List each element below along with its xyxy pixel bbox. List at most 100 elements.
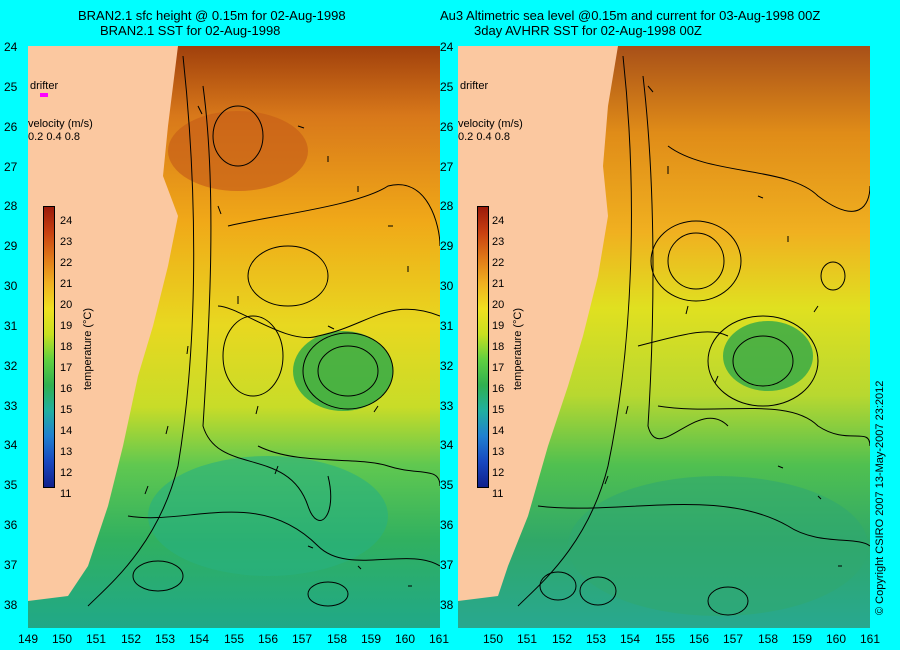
lon-label: 151 <box>516 632 538 646</box>
colorbar-tick: 13 <box>492 446 505 458</box>
land-australia <box>28 46 178 601</box>
temperature-colorbar <box>43 206 55 488</box>
velocity-legend-title: velocity (m/s) <box>28 118 93 130</box>
lon-label: 155 <box>223 632 245 646</box>
lat-label: 26 <box>4 120 18 134</box>
lat-label: 24 <box>440 40 454 54</box>
lon-label: 160 <box>394 632 416 646</box>
velocity-legend-values: 0.2 0.4 0.8 <box>28 131 80 143</box>
sea-level-contours <box>517 55 870 616</box>
colorbar-title: temperature (°C) <box>512 307 524 390</box>
cold-eddy <box>723 321 813 391</box>
lat-label: 38 <box>4 598 18 612</box>
lon-label: 158 <box>757 632 779 646</box>
lon-label: 158 <box>326 632 348 646</box>
right-map-panel <box>458 46 870 628</box>
lon-label: 153 <box>154 632 176 646</box>
left-title-line2: BRAN2.1 SST for 02-Aug-1998 <box>100 23 281 38</box>
lat-label: 26 <box>440 120 454 134</box>
colorbar-tick: 16 <box>492 383 505 395</box>
colorbar-tick: 21 <box>60 278 73 290</box>
colorbar-tick: 12 <box>492 467 505 479</box>
lat-label: 33 <box>4 399 18 413</box>
drifter-marker <box>40 93 48 97</box>
lat-label: 32 <box>4 359 18 373</box>
lat-label: 28 <box>4 199 18 213</box>
lat-label: 31 <box>440 319 454 333</box>
lon-label: 161 <box>428 632 450 646</box>
colorbar-tick: 15 <box>492 404 505 416</box>
lat-label: 35 <box>440 478 454 492</box>
land-australia <box>458 46 618 601</box>
lat-label: 37 <box>440 558 454 572</box>
lon-label: 153 <box>585 632 607 646</box>
colorbar-tick: 23 <box>60 236 73 248</box>
lat-label: 25 <box>440 80 454 94</box>
lat-label: 27 <box>440 160 454 174</box>
lon-label: 149 <box>17 632 39 646</box>
warm-eddy <box>168 111 308 191</box>
colorbar-title: temperature (°C) <box>82 307 94 390</box>
colorbar-tick: 13 <box>60 446 73 458</box>
left-map-svg <box>28 46 440 628</box>
lat-label: 34 <box>4 438 18 452</box>
colorbar-tick: 22 <box>492 257 505 269</box>
copyright-notice: © Copyright CSIRO 2007 13-May-2007 23:20… <box>874 380 886 615</box>
lat-label: 38 <box>440 598 454 612</box>
colorbar-tick: 20 <box>60 299 73 311</box>
lon-label: 152 <box>120 632 142 646</box>
lon-label: 159 <box>360 632 382 646</box>
colorbar-tick: 19 <box>492 320 505 332</box>
lon-label: 150 <box>482 632 504 646</box>
sea-level-contours <box>87 55 440 607</box>
lat-label: 34 <box>440 438 454 452</box>
lon-label: 151 <box>85 632 107 646</box>
lat-label: 28 <box>440 199 454 213</box>
lon-label: 156 <box>688 632 710 646</box>
lon-label: 154 <box>619 632 641 646</box>
colorbar-tick: 11 <box>492 488 504 500</box>
lat-label: 32 <box>440 359 454 373</box>
cool-water <box>568 476 868 616</box>
right-title-line1: Au3 Altimetric sea level @0.15m and curr… <box>440 8 821 23</box>
colorbar-tick: 14 <box>60 425 73 437</box>
colorbar-tick: 17 <box>60 362 73 374</box>
lat-label: 29 <box>4 239 18 253</box>
lon-label: 154 <box>188 632 210 646</box>
lat-label: 30 <box>440 279 454 293</box>
lat-label: 30 <box>4 279 18 293</box>
lon-label: 160 <box>825 632 847 646</box>
colorbar-tick: 18 <box>60 341 73 353</box>
colorbar-tick: 22 <box>60 257 73 269</box>
lon-label: 157 <box>291 632 313 646</box>
lat-label: 24 <box>4 40 18 54</box>
velocity-arrows <box>144 105 412 587</box>
colorbar-tick: 23 <box>492 236 505 248</box>
lon-label: 156 <box>257 632 279 646</box>
colorbar-tick: 11 <box>60 488 72 500</box>
cold-eddy <box>293 331 393 411</box>
right-map-svg <box>458 46 870 628</box>
lat-label: 29 <box>440 239 454 253</box>
lat-label: 31 <box>4 319 18 333</box>
colorbar-tick: 24 <box>492 215 505 227</box>
colorbar-tick: 21 <box>492 278 505 290</box>
drifter-label: drifter <box>460 80 489 92</box>
lon-label: 152 <box>551 632 573 646</box>
colorbar-tick: 19 <box>60 320 73 332</box>
velocity-arrows <box>604 85 842 567</box>
colorbar-tick: 12 <box>60 467 73 479</box>
lat-label: 36 <box>4 518 18 532</box>
lon-label: 157 <box>722 632 744 646</box>
lon-label: 150 <box>51 632 73 646</box>
lon-label: 159 <box>791 632 813 646</box>
colorbar-tick: 17 <box>492 362 505 374</box>
right-title-line2: 3day AVHRR SST for 02-Aug-1998 00Z <box>474 23 702 38</box>
velocity-legend-values: 0.2 0.4 0.8 <box>458 131 510 143</box>
left-title-line1: BRAN2.1 sfc height @ 0.15m for 02-Aug-19… <box>78 8 346 23</box>
velocity-legend-title: velocity (m/s) <box>458 118 523 130</box>
lat-label: 25 <box>4 80 18 94</box>
colorbar-tick: 20 <box>492 299 505 311</box>
colorbar-tick: 18 <box>492 341 505 353</box>
left-map-panel <box>28 46 440 628</box>
